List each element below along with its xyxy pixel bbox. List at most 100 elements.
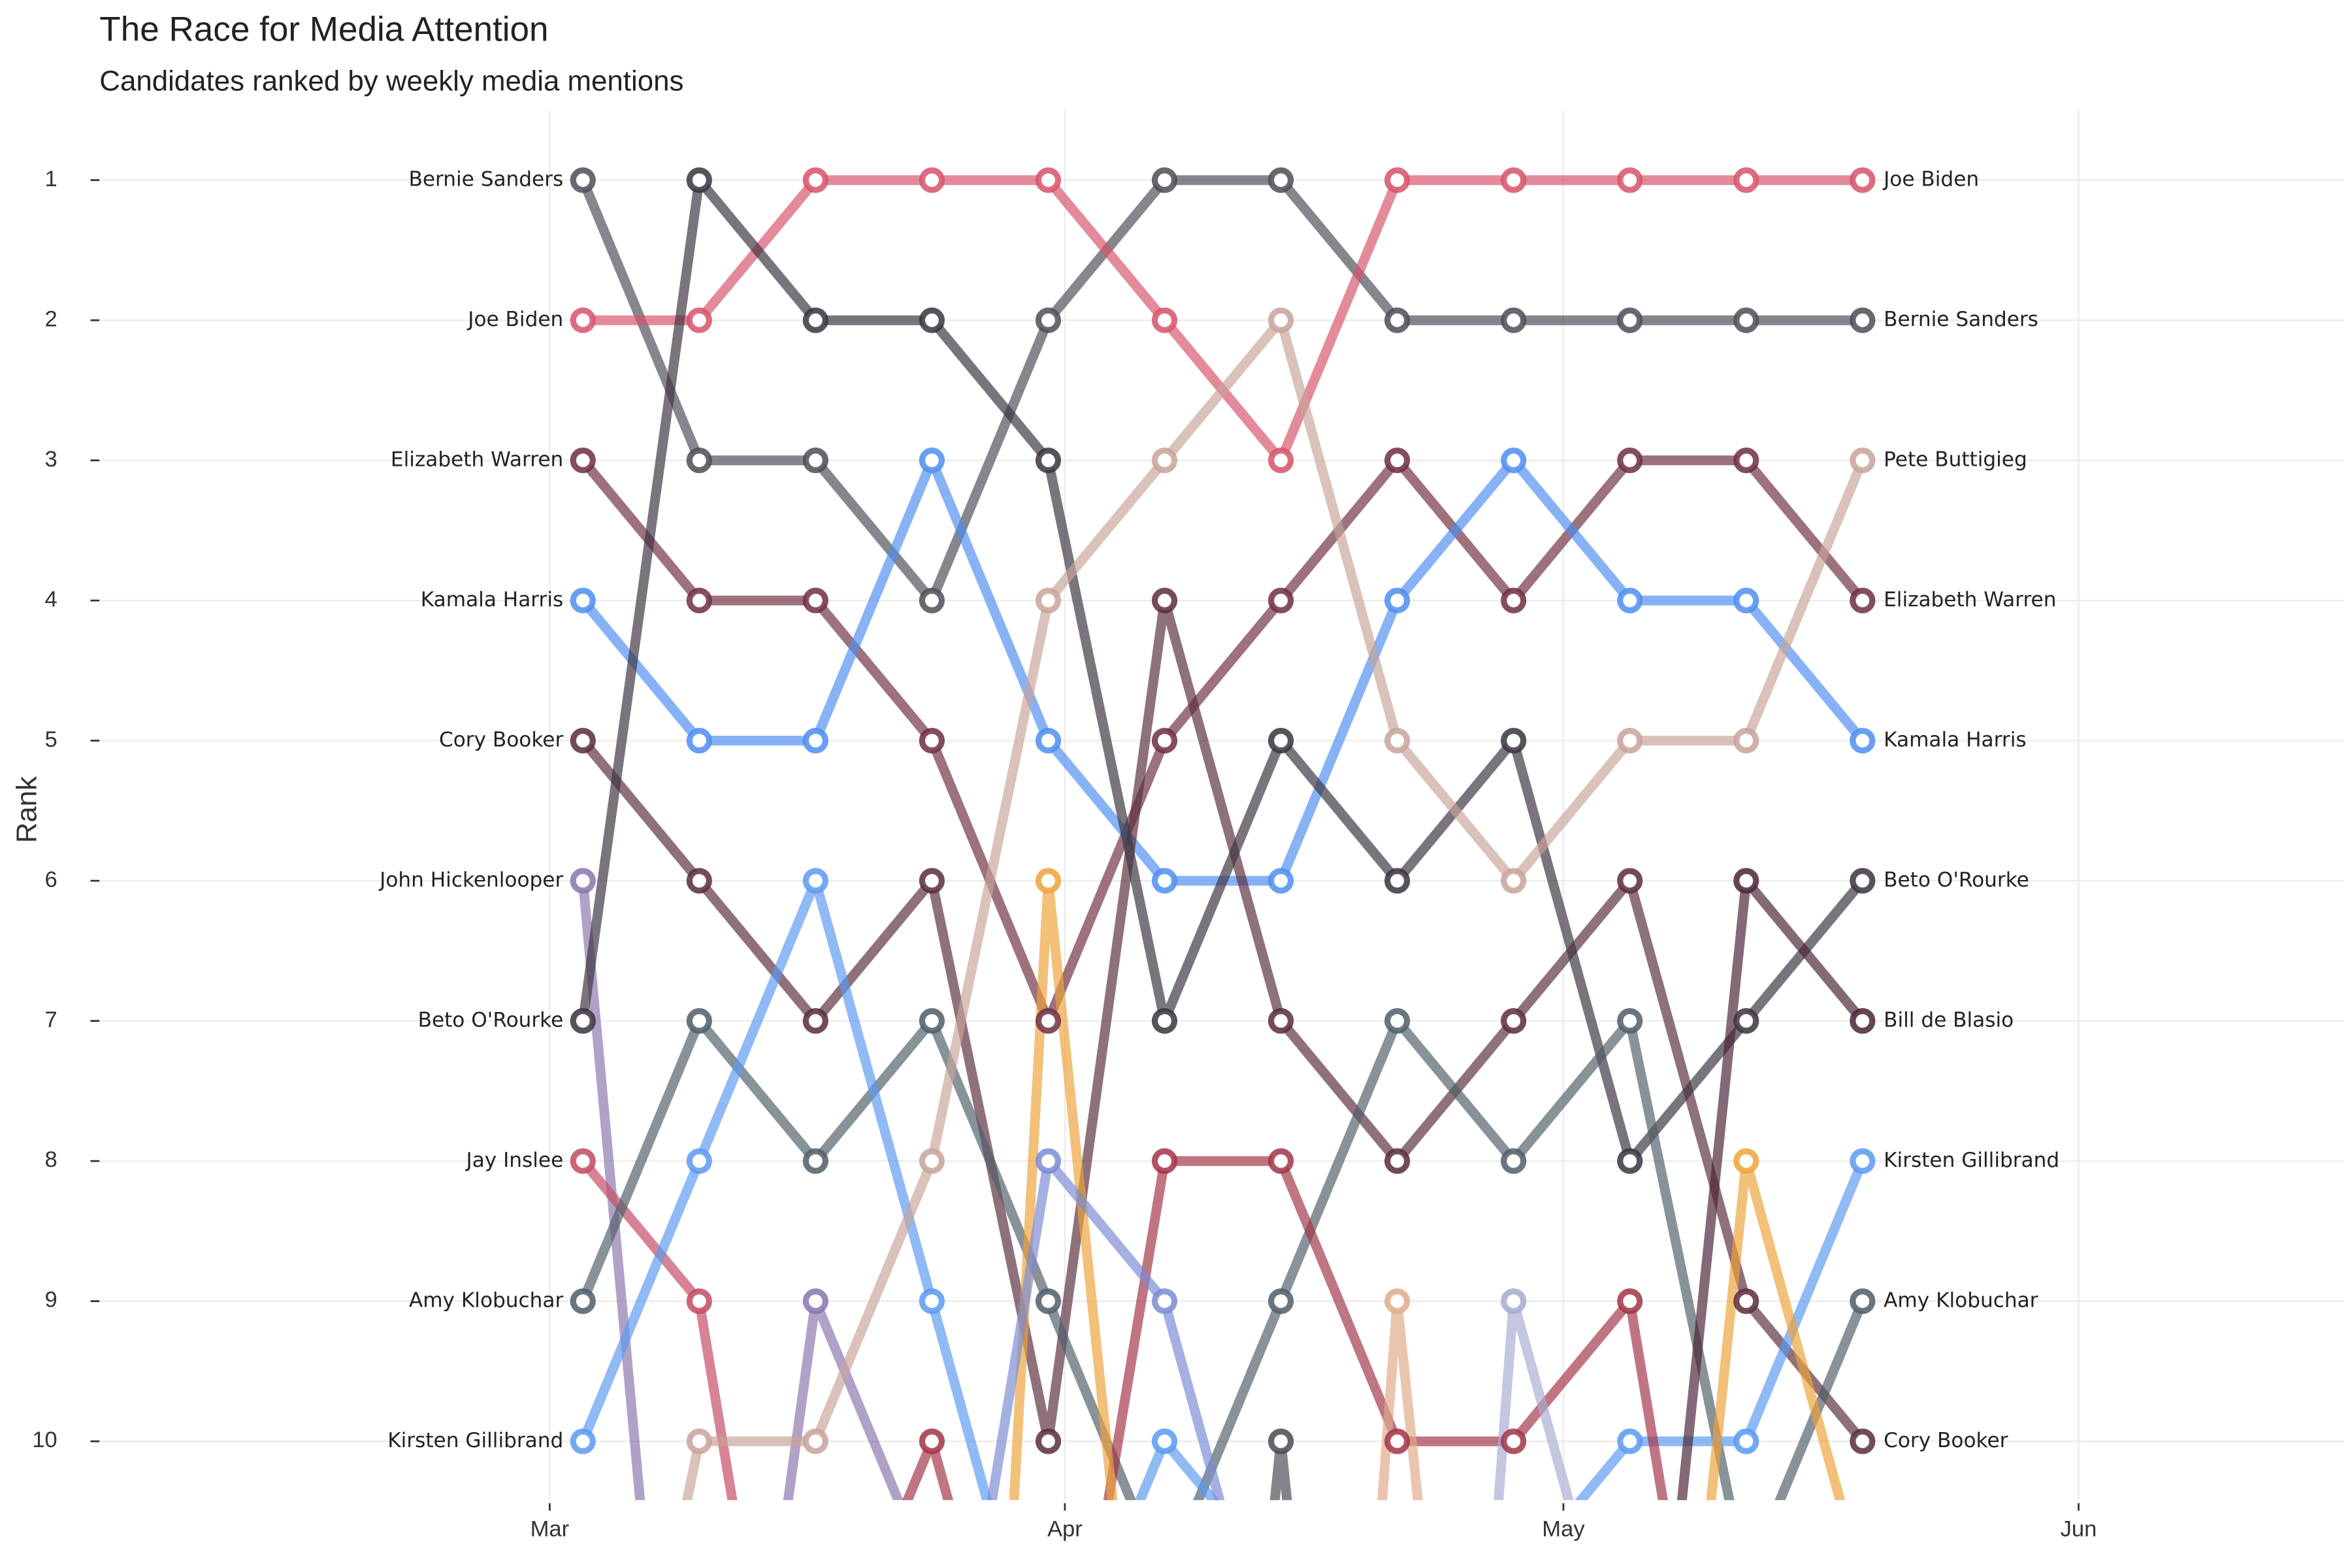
point <box>1617 1428 1643 1454</box>
point <box>1267 307 1294 333</box>
point <box>570 587 596 613</box>
point <box>686 728 712 754</box>
point <box>1501 167 1527 193</box>
point <box>919 1148 945 1174</box>
point <box>919 868 945 894</box>
point <box>802 1007 828 1034</box>
series-line <box>578 175 1868 606</box>
series-line <box>578 595 1868 1446</box>
point <box>570 1007 596 1034</box>
start-label: Cory Booker <box>439 728 563 752</box>
point <box>1267 1428 1294 1454</box>
point <box>1267 448 1294 474</box>
point <box>802 307 828 333</box>
y-tick-label: 8 <box>44 1147 57 1172</box>
start-label: Amy Klobuchar <box>409 1289 564 1313</box>
point <box>570 1288 596 1315</box>
point <box>1501 307 1527 333</box>
point <box>570 448 596 474</box>
point <box>919 587 945 613</box>
x-tick-label: Jun <box>2061 1516 2097 1541</box>
point <box>1501 868 1527 894</box>
y-tick-label: 2 <box>44 306 57 331</box>
x-tick-label: Mar <box>531 1516 570 1541</box>
start-label: Kirsten Gillibrand <box>387 1429 563 1452</box>
start-label: Beto O'Rourke <box>418 1009 564 1032</box>
point <box>1617 1288 1643 1315</box>
point <box>1733 448 1759 474</box>
point <box>570 868 596 894</box>
point <box>1035 167 1062 193</box>
point <box>1035 587 1062 613</box>
point <box>1035 448 1062 474</box>
point <box>686 448 712 474</box>
end-label: Cory Booker <box>1884 1429 2008 1452</box>
y-tick-label: 9 <box>44 1288 57 1313</box>
chart-subtitle: Candidates ranked by weekly media mentio… <box>99 65 683 97</box>
point <box>1151 167 1178 193</box>
point <box>1035 728 1062 754</box>
point <box>1733 307 1759 333</box>
x-tick-label: May <box>1542 1516 1585 1541</box>
y-tick-label: 3 <box>44 447 57 472</box>
point <box>686 1148 712 1174</box>
point <box>1501 1288 1527 1315</box>
point <box>1850 1007 1876 1034</box>
series-line <box>578 875 904 1501</box>
point <box>1617 587 1643 613</box>
point <box>1733 868 1759 894</box>
point <box>802 868 828 894</box>
point <box>1617 307 1643 333</box>
point <box>570 1148 596 1174</box>
point <box>1733 1007 1759 1034</box>
start-label: Elizabeth Warren <box>391 448 563 472</box>
point <box>570 167 596 193</box>
point <box>1267 587 1294 613</box>
point <box>1501 1148 1527 1174</box>
point <box>1151 868 1178 894</box>
point <box>1501 448 1527 474</box>
point <box>1850 448 1876 474</box>
point <box>570 728 596 754</box>
end-label: Bill de Blasio <box>1884 1009 2014 1032</box>
point <box>919 728 945 754</box>
point <box>1151 728 1178 754</box>
start-label: John Hickenlooper <box>378 868 563 892</box>
point <box>802 587 828 613</box>
start-label: Bernie Sanders <box>408 168 563 191</box>
plot-area <box>570 167 1876 1501</box>
point <box>1733 1428 1759 1454</box>
point <box>1267 868 1294 894</box>
point <box>1617 448 1643 474</box>
point <box>1267 167 1294 193</box>
point <box>1501 1007 1527 1034</box>
end-label: Elizabeth Warren <box>1884 588 2056 612</box>
series-line <box>578 1016 1868 1501</box>
y-tick-label: 7 <box>44 1007 57 1032</box>
point <box>1384 167 1411 193</box>
point <box>1384 1148 1411 1174</box>
point <box>686 587 712 613</box>
point <box>919 1428 945 1454</box>
point <box>1384 587 1411 613</box>
point <box>1384 307 1411 333</box>
point <box>1384 728 1411 754</box>
series-line <box>681 315 1868 1501</box>
point <box>802 1288 828 1315</box>
point <box>1850 1148 1876 1174</box>
point <box>802 728 828 754</box>
point <box>1267 728 1294 754</box>
point <box>1617 868 1643 894</box>
point <box>1035 307 1062 333</box>
point <box>919 307 945 333</box>
point <box>919 1288 945 1315</box>
y-tick-label: 10 <box>32 1428 57 1452</box>
point <box>1384 868 1411 894</box>
point <box>686 167 712 193</box>
point <box>570 307 596 333</box>
y-tick-label: 6 <box>44 867 57 892</box>
y-tick-label: 1 <box>44 167 57 191</box>
y-axis-title: Rank <box>10 776 42 843</box>
end-label: Bernie Sanders <box>1884 308 2038 331</box>
point <box>686 868 712 894</box>
